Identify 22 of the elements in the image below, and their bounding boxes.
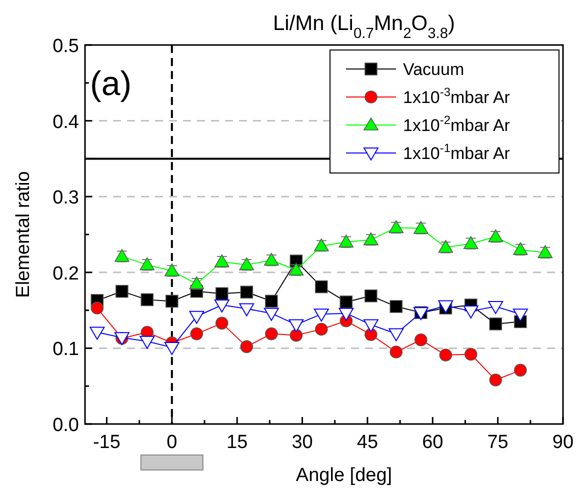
- y-axis-title: Elemental ratio: [13, 171, 34, 298]
- x-tick-label: 90: [552, 432, 574, 453]
- y-tick-label: 0.5: [52, 36, 79, 57]
- x-tick-label: 75: [487, 432, 508, 453]
- y-tick-label: 0.3: [52, 188, 79, 209]
- legend-label: 1x10$^{-1}$mbar Ar: [403, 141, 510, 163]
- x-tick-label: 0: [166, 432, 178, 453]
- y-tick-label: 0.1: [52, 339, 79, 360]
- x-axis-title: Angle [deg]: [296, 465, 392, 486]
- y-tick-label: 0.4: [52, 112, 80, 133]
- legend-label: Vacuum: [403, 60, 464, 79]
- x-tick-label: 60: [422, 432, 444, 453]
- x-tick-label: 15: [226, 432, 248, 453]
- x-tick-label: 45: [356, 432, 378, 453]
- chart-title: Li/Mn (Li$_{0.7}$Mn$_{2}$O$_{3.8}$): [272, 12, 456, 42]
- legend-label: 1x10$^{-3}$mbar Ar: [403, 85, 510, 107]
- x-tick-label: 30: [292, 432, 313, 453]
- legend-label: 1x10$^{-2}$mbar Ar: [403, 113, 510, 135]
- annotation: (a): [90, 65, 132, 103]
- x-tick-label: -15: [92, 432, 120, 453]
- y-tick-label: 0.0: [52, 415, 79, 436]
- y-tick-label: 0.2: [52, 263, 79, 284]
